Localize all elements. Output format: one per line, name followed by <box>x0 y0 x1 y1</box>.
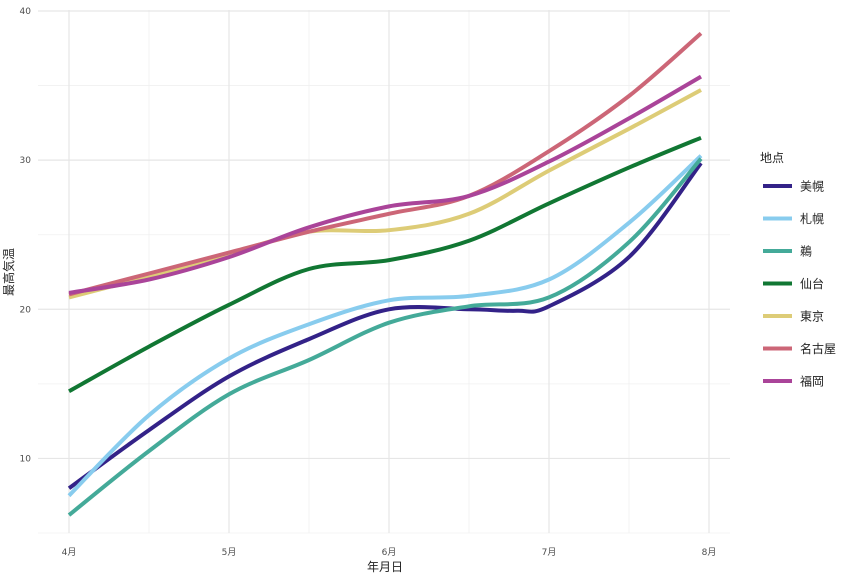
y-axis-ticks: 10 20 30 40 <box>20 7 32 464</box>
series-line-札幌 <box>67 154 703 498</box>
x-axis-ticks: 4月 5月 6月 7月 8月 <box>62 547 717 558</box>
series-line-名古屋 <box>68 31 703 297</box>
x-tick-label: 7月 <box>542 547 557 558</box>
x-tick-label: 4月 <box>62 547 77 558</box>
legend-label: 福岡 <box>800 374 824 389</box>
y-axis-title: 最高気温 <box>1 248 16 296</box>
x-axis-title: 年月日 <box>367 560 403 574</box>
x-tick-label: 8月 <box>702 547 717 558</box>
grid <box>38 10 730 534</box>
legend-label: 鵜 <box>800 245 812 259</box>
y-tick-label: 40 <box>20 7 32 17</box>
legend-title: 地点 <box>760 151 784 165</box>
legend-label: 名古屋 <box>800 341 836 356</box>
y-tick-label: 10 <box>20 454 32 464</box>
series-lines <box>67 31 703 517</box>
legend-label: 札幌 <box>800 211 824 226</box>
series-line-福岡 <box>68 74 703 295</box>
y-tick-label: 30 <box>20 156 32 166</box>
y-tick-label: 20 <box>20 305 32 315</box>
series-line-仙台 <box>68 135 702 394</box>
x-tick-label: 5月 <box>222 547 237 558</box>
series-line-鵜 <box>67 157 703 517</box>
series-line-美幌 <box>67 161 703 490</box>
legend-label: 東京 <box>800 310 824 324</box>
legend-label: 仙台 <box>800 276 824 291</box>
x-tick-label: 6月 <box>382 547 397 558</box>
series-line-東京 <box>68 88 702 300</box>
legend-label: 美幌 <box>800 179 824 194</box>
